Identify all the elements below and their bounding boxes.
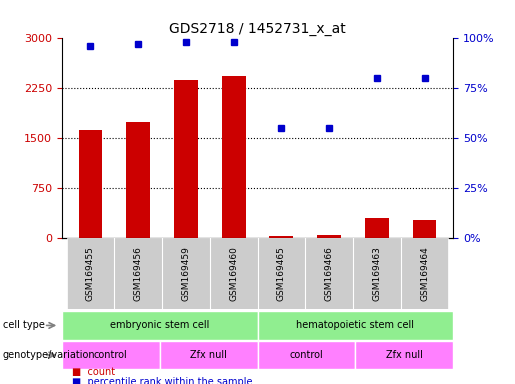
Bar	[126, 122, 150, 238]
FancyBboxPatch shape	[114, 238, 162, 309]
Text: GSM169459: GSM169459	[181, 246, 191, 301]
FancyBboxPatch shape	[258, 311, 453, 340]
Text: GSM169465: GSM169465	[277, 246, 286, 301]
Bar	[78, 130, 102, 238]
Text: control: control	[94, 350, 128, 360]
Bar	[221, 76, 246, 238]
Text: cell type: cell type	[3, 320, 44, 331]
FancyBboxPatch shape	[62, 311, 258, 340]
Text: GSM169456: GSM169456	[134, 246, 143, 301]
Bar	[317, 235, 341, 238]
Text: GSM169460: GSM169460	[229, 246, 238, 301]
FancyBboxPatch shape	[210, 238, 258, 309]
Text: GSM169466: GSM169466	[324, 246, 334, 301]
Text: GSM169455: GSM169455	[86, 246, 95, 301]
Bar	[174, 80, 198, 238]
FancyBboxPatch shape	[305, 238, 353, 309]
Text: GSM169463: GSM169463	[372, 246, 381, 301]
Text: Zfx null: Zfx null	[190, 350, 227, 360]
FancyBboxPatch shape	[62, 341, 160, 369]
FancyBboxPatch shape	[355, 341, 453, 369]
FancyBboxPatch shape	[353, 238, 401, 309]
FancyBboxPatch shape	[401, 238, 449, 309]
FancyBboxPatch shape	[160, 341, 258, 369]
Text: ■  percentile rank within the sample: ■ percentile rank within the sample	[72, 377, 252, 384]
Text: embryonic stem cell: embryonic stem cell	[110, 320, 209, 331]
Text: control: control	[289, 350, 323, 360]
Title: GDS2718 / 1452731_x_at: GDS2718 / 1452731_x_at	[169, 22, 346, 36]
Text: GSM169464: GSM169464	[420, 246, 429, 301]
Text: genotype/variation: genotype/variation	[3, 350, 95, 360]
FancyBboxPatch shape	[162, 238, 210, 309]
FancyBboxPatch shape	[66, 238, 114, 309]
Text: ■  count: ■ count	[72, 367, 115, 377]
FancyBboxPatch shape	[258, 238, 305, 309]
Bar	[365, 218, 389, 238]
Text: Zfx null: Zfx null	[386, 350, 423, 360]
Text: hematopoietic stem cell: hematopoietic stem cell	[296, 320, 415, 331]
FancyBboxPatch shape	[258, 341, 355, 369]
Bar	[413, 220, 437, 238]
Bar	[269, 236, 294, 238]
